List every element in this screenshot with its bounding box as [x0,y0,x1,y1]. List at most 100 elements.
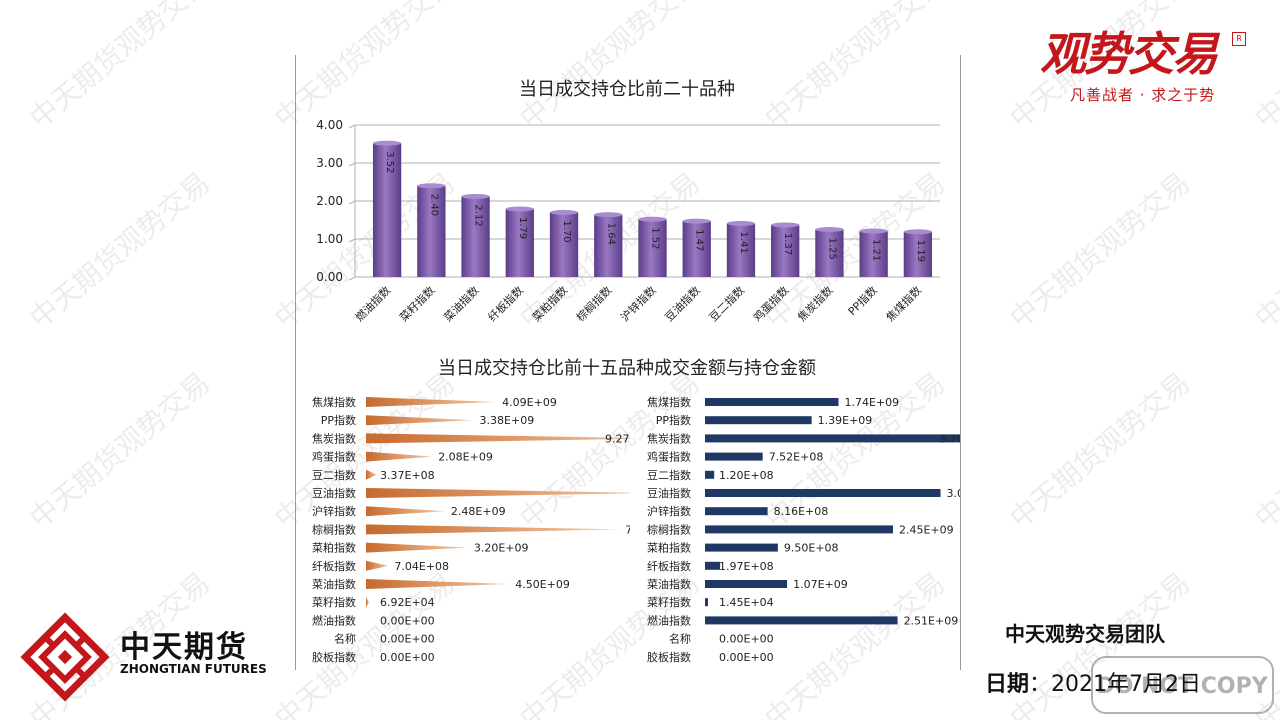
bar-value-label: 1.97E+08 [719,560,774,573]
y-tick-label: 0.00 [316,270,343,284]
bottom-right-bar-chart: 焦煤指数 1.74E+09 PP指数 1.39E+09 焦炭指数 3.78E+09 鸡蛋指数… [647,395,960,664]
bar [705,452,763,461]
bar-value-label: 0.00E+00 [719,633,774,646]
row-category-label: 菜粕指数 [312,541,356,555]
bar [366,560,389,571]
bar-value-label: 1.70 [561,220,572,242]
row-category-label: 胶板指数 [312,650,356,664]
bar-value-label: 0.00E+00 [719,651,774,664]
row-category-label: 焦煤指数 [647,395,691,409]
y-tick-label: 2.00 [316,194,343,208]
row-category-label: 焦煤指数 [312,395,356,409]
bar-value-label: 8.16E+08 [774,505,829,518]
bar-value-label: 2.12 [473,204,484,226]
bar [461,196,490,277]
bar-value-label: 2.48E+09 [451,505,506,518]
bar-value-label: 1.39E+09 [818,414,873,427]
registered-mark: R [1232,32,1246,46]
row-category-label: 菜油指数 [647,577,691,591]
bar-value-label: 3.52 [384,151,395,173]
bar-top [771,222,800,228]
y-tick-label: 1.00 [316,232,343,246]
bar-value-label: 9.50E+08 [784,542,839,555]
row-category-label: 菜油指数 [312,577,356,591]
row-category-label: 焦炭指数 [647,431,691,445]
bar [726,223,756,277]
gridline-perspective [348,276,356,281]
bar-value-label: 3.20E+09 [474,542,529,555]
row-category-label: 豆油指数 [647,486,691,500]
row-category-label: 菜籽指数 [312,595,356,609]
bar-value-label: 1.20E+08 [719,469,774,482]
bar-top [859,228,888,234]
bar [372,143,402,277]
x-category-label: 沪锌指数 [618,283,659,324]
company-name-cn: 中天期货 [120,630,248,665]
y-tick-label: 3.00 [316,156,343,170]
x-category-label: 纤板指数 [485,283,526,324]
gridline-perspective [348,200,356,205]
bar-top [682,218,711,224]
bar-value-label: 3.07E+09 [947,487,960,500]
bar-top [815,227,844,232]
gridline-perspective [348,238,356,243]
panel-divider-left [295,55,296,670]
bar-top [417,183,446,189]
date-value: ：2021年7月2日 [1029,672,1201,697]
watermark-text: 中天期货观势交易 [1003,366,1196,535]
bar-value-label: 7.96E+09 [625,523,630,536]
stamp-text: DO NOT COPY [1096,674,1268,699]
panel-divider-right [960,55,961,670]
bar-value-label: 7.04E+08 [394,560,449,573]
bar [366,415,474,426]
row-category-label: 胶板指数 [647,650,691,664]
bar [366,488,630,498]
bar-value-label: 1.41 [738,231,749,253]
bar-value-label: 3.78E+09 [939,432,960,445]
bottom-chart-title-wrap: 当日成交持仓比前十五品种成交金额与持仓金额 [438,358,816,379]
x-category-label: 棕榈指数 [573,283,614,324]
row-category-label: 燃油指数 [312,613,356,627]
bar [771,224,800,277]
bar [682,221,711,277]
bottom-chart-title: 当日成交持仓比前十五品种成交金额与持仓金额 [438,358,816,379]
bar [705,507,768,516]
bar-top [505,206,534,212]
bar [366,542,468,553]
bar-value-label: 1.64 [605,223,616,245]
x-category-label: PP指数 [845,283,880,318]
x-category-label: 焦煤指数 [883,283,924,324]
bar-value-label: 1.21 [871,239,882,261]
bar [366,397,497,407]
watermark-text: 中天期货观势交易 [23,0,216,135]
bar [705,598,708,607]
row-category-label: 棕榈指数 [312,522,356,536]
brand-slogan: 凡善战者 · 求之于势 [1070,86,1216,104]
row-category-label: 名称 [669,632,691,646]
bar [705,616,898,625]
x-category-label: 鸡蛋指数 [750,283,791,324]
bar [705,580,788,588]
row-category-label: 鸡蛋指数 [312,450,356,464]
bar [366,579,510,589]
bar-value-label: 1.47 [694,229,705,251]
watermark-text: 中天期货观势交易 [1248,166,1280,335]
bar [505,208,534,277]
bar-value-label: 1.79 [517,217,528,239]
bar [549,212,579,277]
row-category-label: 沪锌指数 [647,504,691,518]
row-category-label: 豆二指数 [312,468,356,482]
bar [366,524,620,535]
bar [594,214,623,277]
bar [815,229,844,277]
row-category-label: 豆油指数 [312,486,356,500]
row-category-label: 焦炭指数 [312,431,356,445]
bar [705,525,893,534]
bar [366,433,630,444]
bar-top [372,140,402,146]
bar-value-label: 6.92E+04 [380,596,435,609]
row-category-label: 棕榈指数 [647,522,691,536]
company-logo: 中天期货 ZHONGTIAN FUTURES [20,612,280,702]
x-category-label: 豆油指数 [662,283,703,324]
brand-name: 观势交易 [1040,27,1218,81]
